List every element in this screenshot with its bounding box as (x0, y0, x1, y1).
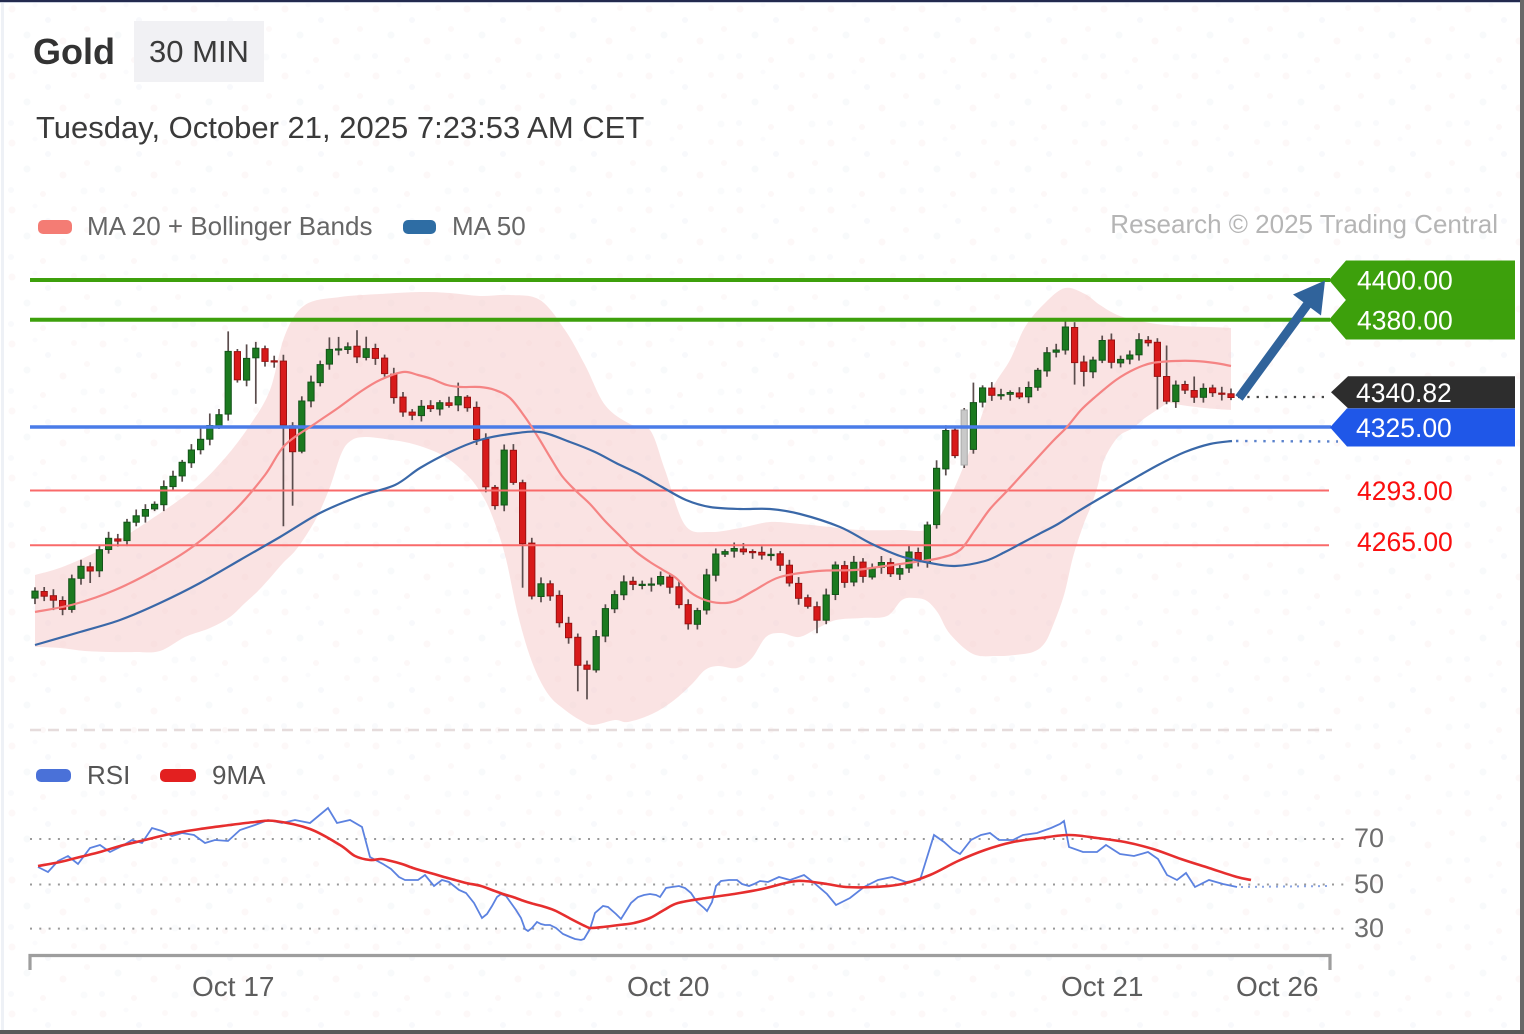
svg-text:4380.00: 4380.00 (1357, 305, 1453, 335)
svg-text:4325.00: 4325.00 (1356, 413, 1452, 443)
svg-text:4293.00: 4293.00 (1357, 476, 1453, 506)
svg-text:4400.00: 4400.00 (1357, 266, 1453, 296)
svg-text:4340.82: 4340.82 (1356, 378, 1452, 408)
svg-text:4265.00: 4265.00 (1357, 527, 1453, 557)
